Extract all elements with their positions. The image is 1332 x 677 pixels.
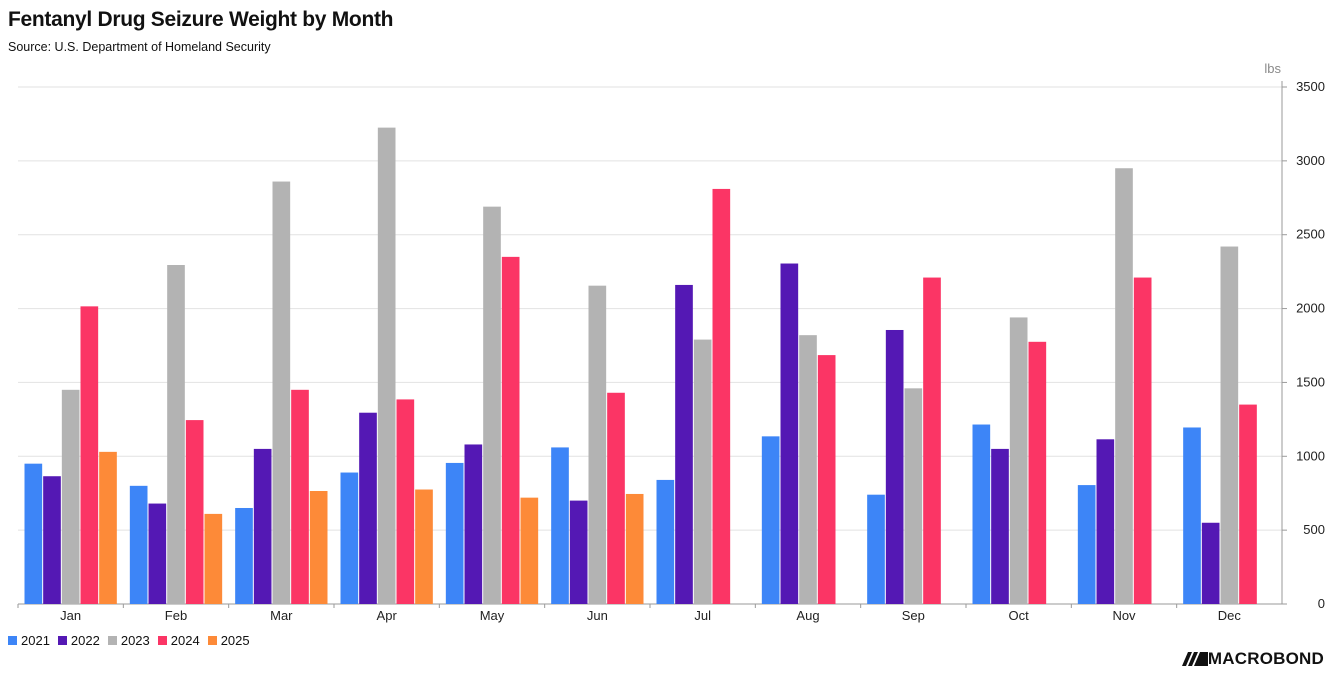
y-tick-label: 0	[1318, 596, 1325, 611]
brand-text: MACROBOND	[1207, 649, 1324, 668]
bar-2023-oct	[1009, 317, 1028, 604]
bar-2024-aug	[817, 355, 836, 604]
bar-2023-jun	[588, 285, 607, 604]
bar-2022-mar	[253, 448, 272, 604]
bar-2024-nov	[1133, 277, 1152, 604]
bar-2021-apr	[340, 472, 359, 604]
bar-2022-feb	[148, 503, 167, 604]
y-unit-label: lbs	[1264, 61, 1281, 76]
x-tick-label-apr: Apr	[377, 608, 398, 623]
legend-swatch	[207, 636, 217, 645]
chart-subtitle: Source: U.S. Department of Homeland Secu…	[8, 40, 271, 54]
y-tick-label: 1500	[1296, 374, 1325, 389]
bar-2022-may	[464, 444, 483, 604]
x-tick-label-jul: Jul	[694, 608, 711, 623]
bar-2024-may	[501, 256, 520, 604]
bar-2023-apr	[377, 127, 396, 604]
macrobond-logo-icon	[1181, 652, 1208, 666]
y-tick-label: 2500	[1296, 227, 1325, 242]
bar-2021-feb	[129, 485, 148, 604]
x-tick-label-sep: Sep	[902, 608, 925, 623]
bar-2021-nov	[1077, 485, 1096, 604]
bar-2021-jun	[551, 447, 569, 604]
legend-swatch	[57, 636, 67, 645]
y-tick-label: 1000	[1296, 448, 1325, 463]
bar-2024-feb	[185, 420, 204, 604]
x-tick-label-oct: Oct	[1009, 608, 1030, 623]
bar-2023-sep	[904, 388, 923, 604]
bar-2021-aug	[761, 436, 780, 604]
y-tick-label: 2000	[1296, 301, 1325, 316]
legend-item-2021: 2021	[8, 633, 50, 648]
bar-2024-jul	[712, 188, 731, 604]
x-tick-label-nov: Nov	[1112, 608, 1136, 623]
bar-2024-dec	[1239, 404, 1257, 604]
x-tick-label-may: May	[480, 608, 505, 623]
bar-2023-mar	[272, 181, 291, 604]
x-tick-label-aug: Aug	[796, 608, 819, 623]
bar-2022-jan	[43, 476, 61, 604]
bar-2021-jan	[24, 463, 43, 604]
bar-2024-apr	[396, 399, 415, 604]
bar-2025-apr	[415, 489, 433, 604]
legend-item-2023: 2023	[107, 633, 150, 648]
bar-2024-jun	[607, 392, 625, 604]
bar-2021-dec	[1183, 427, 1201, 604]
y-tick-label: 500	[1303, 522, 1325, 537]
bar-2023-dec	[1220, 246, 1239, 604]
x-tick-label-jun: Jun	[587, 608, 608, 623]
bar-2022-nov	[1096, 439, 1115, 604]
bar-2021-jul	[656, 479, 675, 604]
chart-title: Fentanyl Drug Seizure Weight by Month	[8, 8, 394, 31]
bar-2023-may	[483, 206, 501, 605]
bar-2025-jan	[99, 451, 117, 604]
bar-2023-jan	[61, 389, 80, 604]
bar-2023-nov	[1115, 168, 1133, 604]
bar-2022-aug	[780, 263, 799, 604]
bar-2023-jul	[693, 339, 712, 604]
bar-2025-mar	[309, 490, 328, 604]
legend-item-2024: 2024	[157, 633, 200, 648]
bar-2024-sep	[923, 277, 941, 604]
bar-2022-dec	[1201, 522, 1220, 604]
bar-2022-jul	[675, 284, 693, 604]
bar-2021-oct	[972, 424, 991, 604]
bar-2021-sep	[867, 494, 885, 604]
legend: 2021 2022 2023 2024 2025	[8, 633, 250, 648]
legend-swatch	[107, 636, 117, 645]
legend-swatch	[8, 636, 17, 645]
bar-2021-mar	[235, 507, 253, 604]
bar-2022-oct	[991, 448, 1009, 604]
brand-logo: MACROBOND	[1181, 649, 1324, 669]
x-tick-label-jan: Jan	[60, 608, 81, 623]
bar-2022-apr	[359, 412, 377, 604]
bar-2021-may	[445, 462, 464, 604]
bar-2023-feb	[167, 264, 185, 604]
y-tick-label: 3500	[1296, 79, 1325, 94]
legend-label: 2021	[21, 633, 50, 648]
bar-2022-sep	[885, 329, 904, 604]
bar-2024-oct	[1028, 341, 1047, 604]
x-tick-label-feb: Feb	[165, 608, 187, 623]
bar-2025-jun	[625, 493, 644, 604]
legend-swatch	[157, 636, 167, 645]
legend-label: 2025	[220, 633, 250, 648]
bar-2024-jan	[80, 306, 99, 604]
legend-label: 2023	[120, 633, 150, 648]
bar-2022-jun	[569, 500, 588, 604]
legend-item-2022: 2022	[57, 633, 100, 648]
bar-2025-may	[520, 497, 539, 604]
y-tick-label: 3000	[1296, 153, 1325, 168]
legend-label: 2024	[170, 633, 200, 648]
bar-2023-aug	[799, 335, 817, 604]
legend-item-2025: 2025	[207, 633, 250, 648]
bar-2025-feb	[204, 513, 223, 604]
bar-2024-mar	[291, 389, 309, 604]
x-tick-label-mar: Mar	[270, 608, 293, 623]
legend-label: 2022	[70, 633, 100, 648]
x-tick-label-dec: Dec	[1218, 608, 1242, 623]
